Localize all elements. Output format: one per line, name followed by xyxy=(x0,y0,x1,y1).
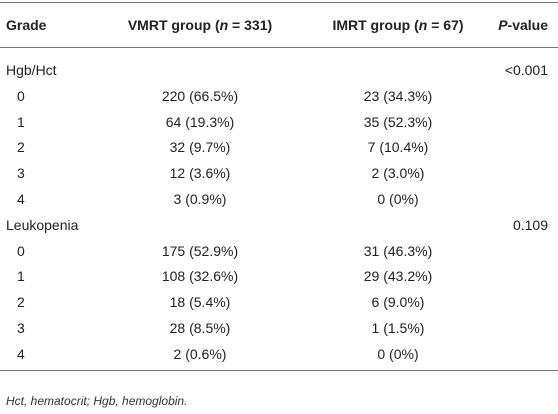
imrt-value: 2 (3.0%) xyxy=(371,165,425,182)
top-rule xyxy=(0,2,558,3)
imrt-value: 23 (34.3%) xyxy=(363,87,433,104)
imrt-value: 6 (9.0%) xyxy=(371,294,425,311)
vmrt-value: 2 (0.6%) xyxy=(173,345,227,362)
header-rule xyxy=(0,47,558,48)
vmrt-value: 28 (8.5%) xyxy=(169,320,231,336)
header-text: -value xyxy=(507,17,548,33)
vmrt-value: 18 (5.4%) xyxy=(169,294,231,311)
imrt-value: 7 (10.4%) xyxy=(367,139,429,156)
header-cell: Grade xyxy=(6,16,46,34)
vmrt-value: 12 (3.6%) xyxy=(169,165,231,182)
header-cell: P-value xyxy=(498,16,548,34)
grade: 1 xyxy=(17,113,25,130)
grade: 0 xyxy=(17,242,25,259)
vmrt-value: 220 (66.5%) xyxy=(161,87,239,104)
group-label: Leukopenia xyxy=(6,216,79,233)
imrt-value: 29 (43.2%) xyxy=(363,268,433,285)
vmrt-value: 32 (9.7%) xyxy=(169,139,231,156)
vmrt-value: 64 (19.3%) xyxy=(165,113,235,130)
header-text: IMRT group ( xyxy=(332,17,419,33)
header-text: = 67) xyxy=(427,17,464,33)
imrt-value: 35 (52.3%) xyxy=(363,113,433,130)
vmrt-value: 108 (32.6%) xyxy=(161,268,239,285)
header-text: = 331) xyxy=(228,17,273,33)
header-text: Grade xyxy=(6,17,47,33)
imrt-value: 0 (0%) xyxy=(377,191,419,207)
grade: 2 xyxy=(17,294,25,311)
bottom-rule xyxy=(0,370,558,371)
vmrt-value: 175 (52.9%) xyxy=(161,242,239,259)
header-cell: VMRT group (n = 331) xyxy=(100,16,300,34)
p-value: <0.001 xyxy=(504,62,548,78)
imrt-value: 1 (1.5%) xyxy=(371,320,425,336)
vmrt-value: 3 (0.9%) xyxy=(173,191,227,207)
header-text: n xyxy=(219,17,229,33)
grade: 3 xyxy=(17,165,25,182)
p-value: 0.109 xyxy=(512,216,548,233)
footnote: Hct, hematocrit; Hgb, hemoglobin. xyxy=(6,394,188,408)
grade: 3 xyxy=(17,320,25,336)
grade: 2 xyxy=(17,139,25,156)
grade: 4 xyxy=(17,345,25,362)
header-cell: IMRT group (n = 67) xyxy=(298,16,498,34)
group-label: Hgb/Hct xyxy=(6,62,57,78)
header-text: n xyxy=(418,17,428,33)
grade: 1 xyxy=(17,268,25,285)
imrt-value: 0 (0%) xyxy=(377,345,419,362)
imrt-value: 31 (46.3%) xyxy=(363,242,433,259)
header-text: VMRT group ( xyxy=(127,17,220,33)
grade: 0 xyxy=(17,87,25,104)
header-text: P xyxy=(498,17,508,33)
grade: 4 xyxy=(17,191,25,207)
